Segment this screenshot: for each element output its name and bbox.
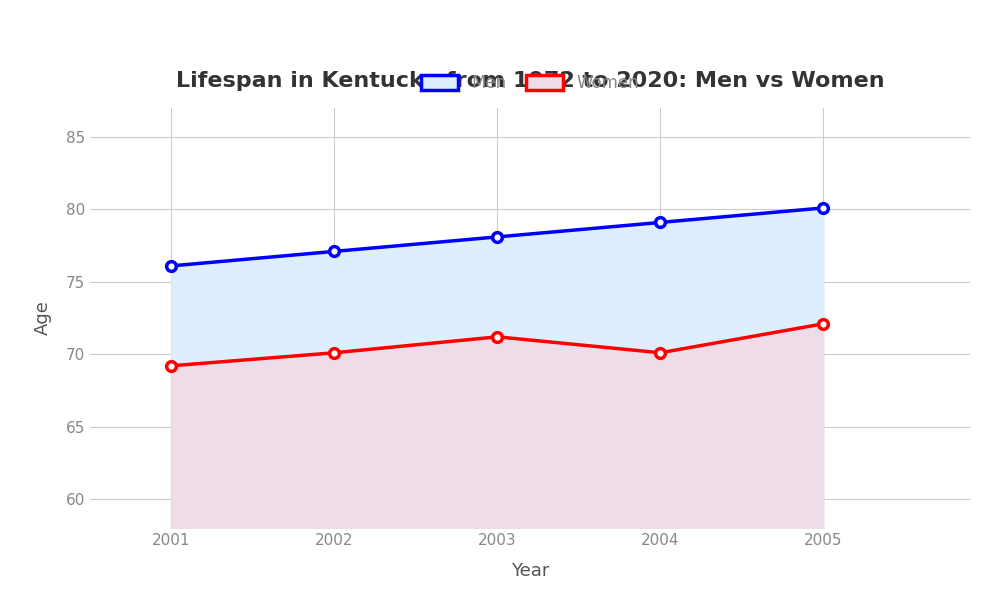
Y-axis label: Age: Age — [34, 301, 52, 335]
X-axis label: Year: Year — [511, 562, 549, 580]
Title: Lifespan in Kentucky from 1972 to 2020: Men vs Women: Lifespan in Kentucky from 1972 to 2020: … — [176, 71, 884, 91]
Legend: Men, Women: Men, Women — [413, 66, 647, 101]
